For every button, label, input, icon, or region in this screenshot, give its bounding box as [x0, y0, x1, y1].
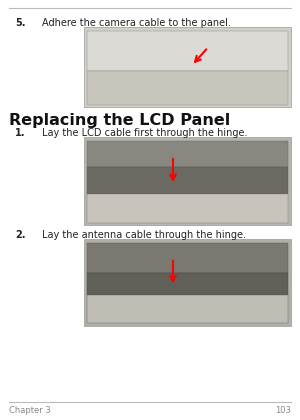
Bar: [87, 32, 288, 71]
Text: Chapter 3: Chapter 3: [9, 406, 51, 415]
Bar: [87, 141, 288, 168]
Bar: [87, 168, 288, 194]
Text: 2.: 2.: [15, 230, 26, 240]
Text: 103: 103: [275, 406, 291, 415]
Bar: [84, 136, 291, 225]
Bar: [87, 71, 288, 105]
Text: 5.: 5.: [15, 18, 26, 28]
Bar: [84, 27, 291, 107]
Bar: [87, 243, 288, 273]
Text: 1.: 1.: [15, 128, 26, 138]
Bar: [84, 239, 291, 326]
Bar: [87, 273, 288, 295]
Text: Lay the LCD cable first through the hinge.: Lay the LCD cable first through the hing…: [42, 128, 247, 138]
Text: Adhere the camera cable to the panel.: Adhere the camera cable to the panel.: [42, 18, 231, 28]
Bar: [87, 194, 288, 223]
Text: Lay the antenna cable through the hinge.: Lay the antenna cable through the hinge.: [42, 230, 246, 240]
Text: Replacing the LCD Panel: Replacing the LCD Panel: [9, 113, 230, 128]
Bar: [87, 295, 288, 323]
